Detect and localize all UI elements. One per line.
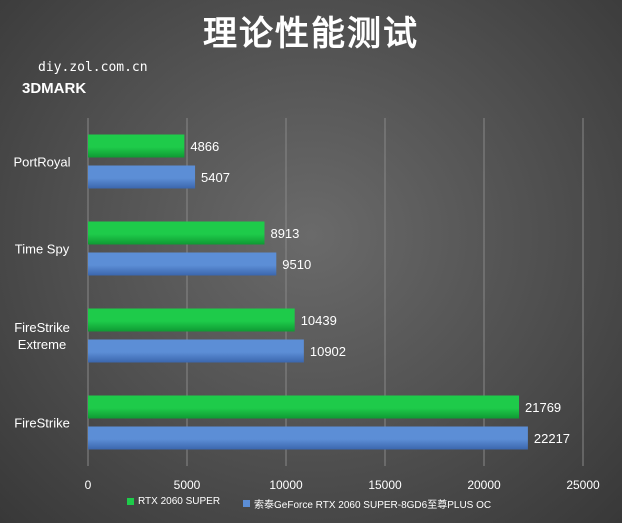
- data-label-3-series-2: 22217: [534, 431, 570, 446]
- x-tick-label-10000: 10000: [269, 478, 303, 492]
- bar-2-series-2: [88, 339, 304, 363]
- data-label-0-series-2: 5407: [201, 170, 230, 185]
- data-label-1-series-1: 8913: [270, 226, 299, 241]
- x-tick-label-25000: 25000: [566, 478, 600, 492]
- data-label-2-series-1: 10439: [301, 313, 337, 328]
- legend-label-series-2: 索泰GeForce RTX 2060 SUPER-8GD6至尊PLUS OC: [254, 500, 492, 511]
- category-label-1: Time Spy: [15, 242, 70, 257]
- bar-3-series-1: [88, 395, 520, 419]
- legend-label-series-1: RTX 2060 SUPER: [138, 496, 221, 507]
- data-label-0-series-1: 4866: [190, 139, 219, 154]
- chart-subtitle: 3DMARK: [22, 80, 87, 97]
- x-tick-label-20000: 20000: [467, 478, 501, 492]
- legend-swatch-series-1: [127, 498, 134, 505]
- data-label-2-series-2: 10902: [310, 344, 346, 359]
- legend: RTX 2060 SUPER 索泰GeForce RTX 2060 SUPER-…: [0, 496, 622, 516]
- category-label-2: FireStrike Extreme: [14, 320, 70, 352]
- legend-item-series-1: RTX 2060 SUPER: [127, 496, 220, 507]
- bar-0-series-1: [88, 134, 185, 158]
- bar-1-series-2: [88, 252, 277, 276]
- category-label-3: FireStrike: [14, 416, 70, 431]
- category-label-0: PortRoyal: [13, 155, 70, 170]
- bar-1-series-1: [88, 221, 265, 245]
- data-label-3-series-1: 21769: [525, 400, 561, 415]
- chart-title: 理论性能测试: [203, 14, 419, 54]
- data-label-1-series-2: 9510: [282, 257, 311, 272]
- source-watermark: diy.zol.com.cn: [38, 60, 148, 75]
- x-tick-label-5000: 5000: [174, 478, 201, 492]
- x-tick-label-0: 0: [85, 478, 92, 492]
- bar-2-series-1: [88, 308, 295, 332]
- x-tick-label-15000: 15000: [368, 478, 402, 492]
- bar-0-series-2: [88, 165, 196, 189]
- bar-3-series-2: [88, 426, 528, 450]
- legend-item-series-2: 索泰GeForce RTX 2060 SUPER-8GD6至尊PLUS OC: [243, 496, 491, 511]
- legend-swatch-series-2: [243, 500, 250, 507]
